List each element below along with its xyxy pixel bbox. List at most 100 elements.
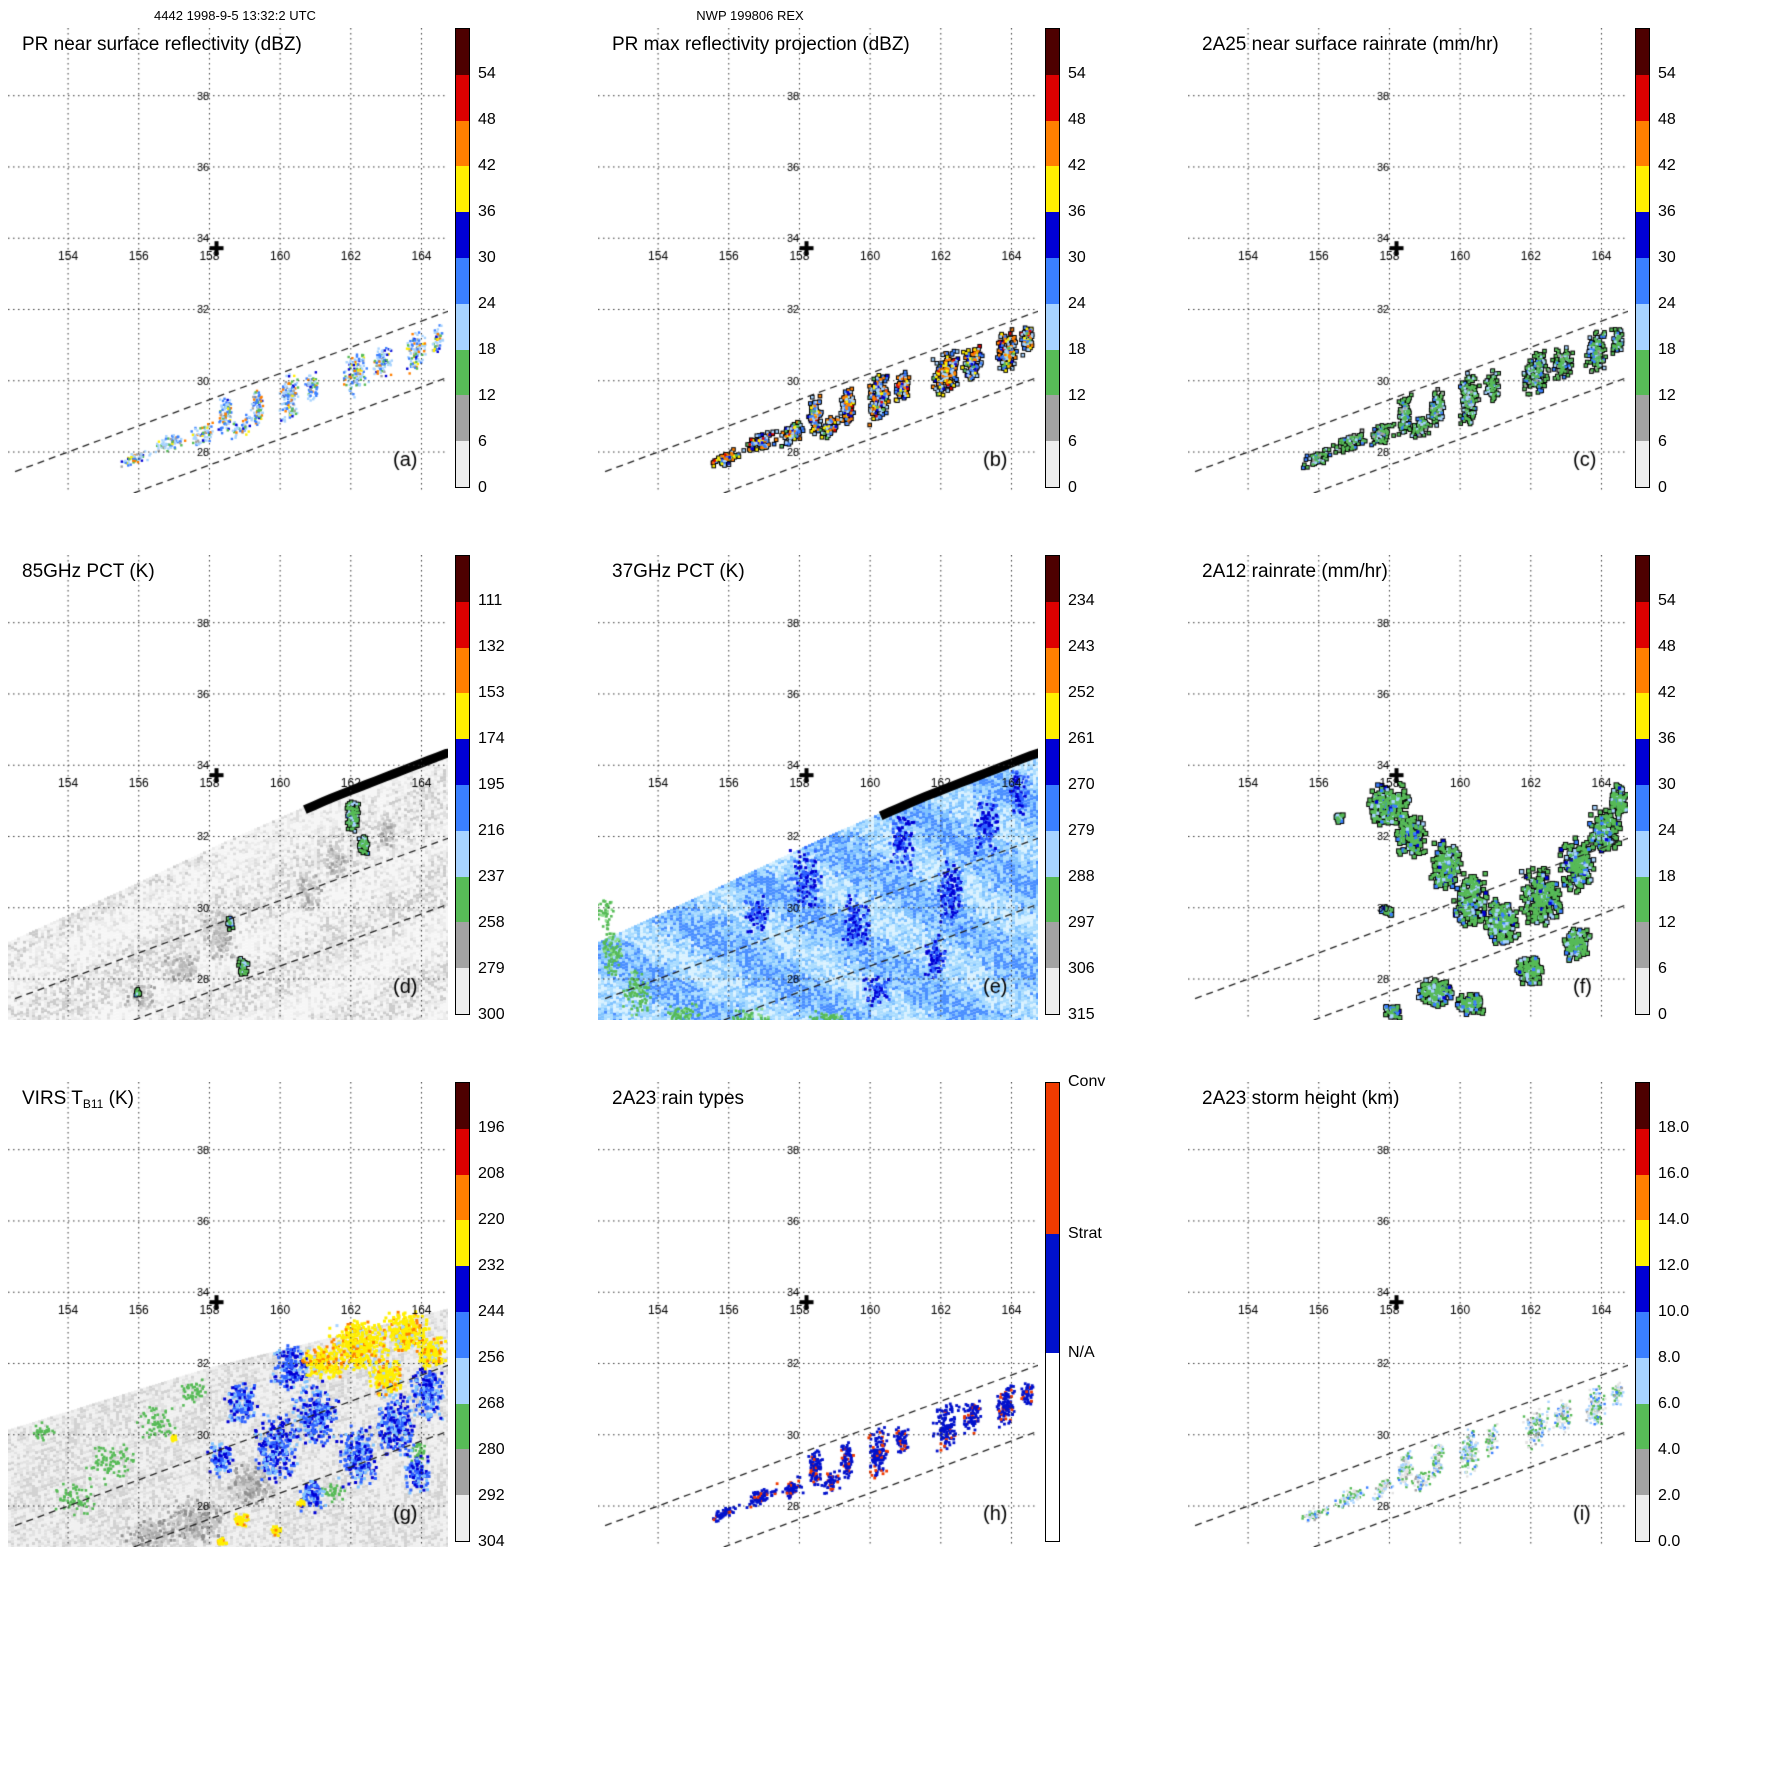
colorbar-segment <box>456 922 469 969</box>
panel-title-text: (K) <box>103 1088 134 1109</box>
colorbar-segment <box>1046 74 1059 121</box>
colorbar-tick-label: 243 <box>1068 638 1095 655</box>
colorbar-tick-label: 297 <box>1068 914 1095 931</box>
colorbar-segment <box>1636 441 1649 487</box>
colorbar-tick-label: 2.0 <box>1658 1487 1681 1504</box>
colorbar-segment <box>456 739 469 785</box>
colorbar-segment <box>1636 1449 1649 1496</box>
colorbar-segment <box>1046 1083 1059 1235</box>
colorbar-segment <box>456 212 469 258</box>
colorbar-tick-label: 6.0 <box>1658 1395 1681 1412</box>
colorbar-tick-label: 196 <box>478 1119 505 1136</box>
colorbar-segment <box>456 1311 469 1358</box>
map-canvas-d <box>8 555 448 1020</box>
colorbar-segment <box>1046 395 1059 442</box>
colorbar-segment <box>1046 922 1059 969</box>
panel-h: 2A23 rain types Conv Strat N/A <box>590 1073 1180 1607</box>
colorbar-segment <box>1636 784 1649 831</box>
panel-a: PR near surface reflectivity (dBZ) 54 48 42… <box>0 26 590 553</box>
colorbar-segment <box>1636 29 1649 75</box>
colorbar-tick-label: 279 <box>1068 822 1095 839</box>
colorbar-segment <box>1636 922 1649 969</box>
colorbar-tick-label: 42 <box>1658 157 1676 174</box>
colorbar-tick-label: 14.0 <box>1658 1211 1690 1228</box>
colorbar-tick-label: 216 <box>478 822 505 839</box>
colorbar-segment <box>1046 166 1059 213</box>
colorbar-segment <box>1636 601 1649 648</box>
colorbar-segment <box>456 601 469 648</box>
colorbar-segment <box>456 1357 469 1404</box>
colorbar-segment <box>1636 693 1649 740</box>
colorbar-tick-label: 4.0 <box>1658 1441 1681 1458</box>
colorbar-segment <box>1046 876 1059 923</box>
colorbar-tick-label: 0 <box>478 479 487 496</box>
colorbar-tick-label: 12 <box>1658 914 1676 931</box>
colorbar-tick-label: 280 <box>478 1441 505 1458</box>
colorbar-segment <box>1636 349 1649 396</box>
map-canvas-g <box>8 1082 448 1547</box>
colorbar-tick-label: 48 <box>1658 638 1676 655</box>
colorbar-segment <box>456 303 469 350</box>
colorbar-tick-label: 0 <box>1658 1006 1667 1023</box>
panel-title: 37GHz PCT (K) <box>612 561 745 582</box>
panel-title: 2A25 near surface rainrate (mm/hr) <box>1202 34 1499 55</box>
colorbar-segment <box>456 784 469 831</box>
colorbar-segment <box>1046 212 1059 258</box>
colorbar-segment <box>1636 556 1649 602</box>
colorbar-segment <box>1636 739 1649 785</box>
colorbar-tick-label: 48 <box>478 111 496 128</box>
colorbar-tick-label: N/A <box>1068 1344 1095 1362</box>
panel-title-subscript: B11 <box>82 1097 104 1111</box>
colorbar-segment <box>1046 693 1059 740</box>
colorbar-segment <box>456 830 469 877</box>
colorbar-tick-label: 237 <box>478 868 505 885</box>
map-canvas-c <box>1188 28 1628 493</box>
colorbar-segment <box>1636 120 1649 167</box>
colorbar-g <box>455 1082 470 1542</box>
colorbar-tick-label: 12 <box>478 387 496 404</box>
colorbar-segment <box>456 395 469 442</box>
colorbar-tick-label: 12.0 <box>1658 1257 1690 1274</box>
colorbar-tick-label: 288 <box>1068 868 1095 885</box>
colorbar-segment <box>1046 120 1059 167</box>
figure-run-label: NWP 199806 REX <box>696 8 804 23</box>
colorbar-segment <box>456 166 469 213</box>
colorbar-tick-label: 12 <box>1068 387 1086 404</box>
colorbar-segment <box>456 1495 469 1541</box>
map-canvas-f <box>1188 555 1628 1020</box>
colorbar-segment <box>1636 303 1649 350</box>
colorbar-tick-label: 256 <box>478 1349 505 1366</box>
colorbar-segment <box>456 1266 469 1312</box>
colorbar-tick-label: 24 <box>478 295 496 312</box>
colorbar-segment <box>456 556 469 602</box>
colorbar-segment <box>1636 1220 1649 1267</box>
colorbar-tick-label: 18 <box>1658 868 1676 885</box>
colorbar-tick-label: 24 <box>1068 295 1086 312</box>
colorbar-tick-label: 36 <box>1658 730 1676 747</box>
colorbar-segment <box>1636 257 1649 304</box>
colorbar-segment <box>456 647 469 694</box>
panel-title: 2A23 rain types <box>612 1088 745 1109</box>
colorbar-segment <box>456 120 469 167</box>
colorbar-tick-label: Conv <box>1068 1073 1106 1090</box>
colorbar-tick-label: 30 <box>1658 776 1676 793</box>
colorbar-segment <box>1636 1174 1649 1221</box>
colorbar-segment <box>1636 1357 1649 1404</box>
colorbar-tick-label: 6 <box>478 433 487 450</box>
colorbar-tick-label: 24 <box>1658 822 1676 839</box>
colorbar-segment <box>1636 212 1649 258</box>
colorbar-tick-label: 232 <box>478 1257 505 1274</box>
colorbar-tick-label: 300 <box>478 1006 505 1023</box>
colorbar-tick-label: 234 <box>1068 592 1095 609</box>
colorbar-tick-label: 6 <box>1658 960 1667 977</box>
panel-title: 2A12 rainrate (mm/hr) <box>1202 561 1388 582</box>
colorbar-tick-label: 54 <box>1068 65 1086 82</box>
colorbar-tick-label: 315 <box>1068 1006 1095 1023</box>
colorbar-tick-label: 42 <box>1068 157 1086 174</box>
colorbar-segment <box>1636 1311 1649 1358</box>
colorbar-segment <box>1636 647 1649 694</box>
panel-i: 2A23 storm height (km) 18.0 16.0 14.0 12.0 10… <box>1180 1080 1771 1607</box>
colorbar-segment <box>1636 166 1649 213</box>
colorbar-tick-label: 252 <box>1068 684 1095 701</box>
